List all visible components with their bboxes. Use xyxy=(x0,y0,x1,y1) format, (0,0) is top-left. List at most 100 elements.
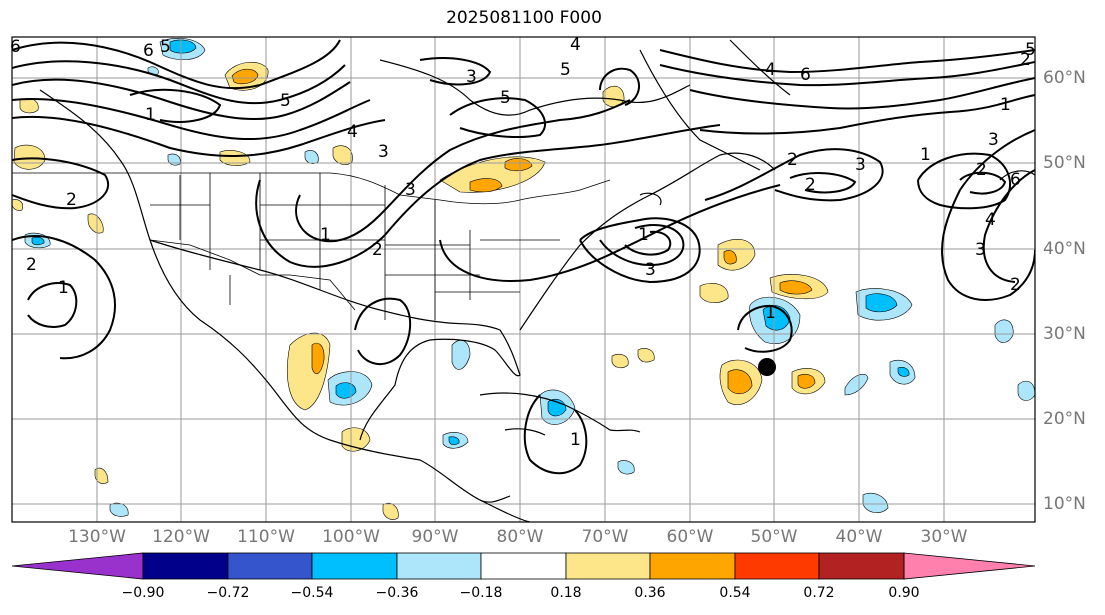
negative-anomaly xyxy=(1017,380,1035,401)
anomaly-shading xyxy=(12,37,1035,520)
map-frame xyxy=(11,36,1036,523)
positive-anomaly xyxy=(311,342,325,375)
map-title: 2025081100 F000 xyxy=(446,8,602,28)
negative-anomaly xyxy=(167,153,181,166)
colorbar-tick-label: 0.54 xyxy=(719,585,751,601)
longitude-label: 110°W xyxy=(237,527,295,547)
contour-label: 5 xyxy=(280,91,291,111)
contour-label: 6 xyxy=(1010,170,1021,190)
contour-label: 1 xyxy=(58,278,69,298)
positive-anomaly xyxy=(779,280,813,295)
negative-anomaly xyxy=(304,150,319,164)
colorbar-tick-label: 0.36 xyxy=(634,585,666,601)
contour-label: 3 xyxy=(975,240,986,260)
contour-label: 4 xyxy=(570,35,581,55)
positive-anomaly xyxy=(727,369,753,395)
longitude-label: 70°W xyxy=(581,527,629,547)
contour-label: 3 xyxy=(378,142,389,162)
positive-anomaly xyxy=(469,178,503,193)
latitude-label: 10°N xyxy=(1043,494,1086,514)
colorbar-bin xyxy=(818,552,905,580)
contour-label: 6 xyxy=(10,37,21,57)
negative-anomaly xyxy=(994,319,1014,343)
contour-label: 3 xyxy=(855,155,866,175)
colorbar-bin xyxy=(734,552,820,580)
contour-label: 2 xyxy=(372,240,383,260)
negative-anomaly xyxy=(865,293,898,313)
contour-label: 4 xyxy=(985,210,996,230)
contour-label: 2 xyxy=(26,255,37,275)
latitude-label: 20°N xyxy=(1043,409,1086,429)
colorbar-bin xyxy=(142,552,229,580)
contour-label: 3 xyxy=(466,67,477,87)
coastlines xyxy=(39,39,1035,522)
contour-label: 4 xyxy=(765,60,776,80)
positive-anomaly xyxy=(699,283,729,303)
colorbar-tick-label: 0.90 xyxy=(888,585,920,601)
contour-label: 4 xyxy=(347,122,358,142)
positive-anomaly xyxy=(19,98,39,114)
colorbar-tick-label: −0.18 xyxy=(459,585,503,601)
latitude-label: 30°N xyxy=(1043,324,1086,344)
longitude-label: 90°W xyxy=(411,527,459,547)
negative-anomaly xyxy=(844,373,869,396)
positive-anomaly xyxy=(717,238,756,271)
negative-anomaly xyxy=(617,460,635,475)
contour-label: 1 xyxy=(145,105,156,125)
negative-anomaly xyxy=(451,339,471,370)
positive-anomaly xyxy=(611,354,629,369)
positive-anomaly xyxy=(382,502,399,520)
contour-label: 2 xyxy=(1010,275,1021,295)
contour-label: 3 xyxy=(988,130,999,150)
latitude-label: 50°N xyxy=(1043,153,1086,173)
contour-label-group: 6 5 4 3 2 1 6 5 3 2 1 5 4 3 2 1 2 3 4 5 … xyxy=(10,35,1036,450)
longitude-label: 100°W xyxy=(322,527,380,547)
positive-anomaly xyxy=(723,250,737,265)
contour-label: 1 xyxy=(570,430,581,450)
contour-label: 2 xyxy=(66,190,77,210)
negative-anomaly xyxy=(169,39,197,54)
colorbar-bin xyxy=(396,552,482,580)
contour-label: 2 xyxy=(805,175,816,195)
positive-anomaly xyxy=(332,145,353,165)
contour-label: 3 xyxy=(645,260,656,280)
positive-anomaly xyxy=(504,158,533,172)
positive-anomaly xyxy=(637,348,655,363)
negative-anomaly xyxy=(862,492,889,513)
contour-label: 1 xyxy=(920,145,931,165)
positive-anomaly xyxy=(602,85,625,108)
latitude-label: 40°N xyxy=(1043,239,1086,259)
contour-label: 1 xyxy=(320,225,331,245)
colorbar-bin xyxy=(480,552,567,580)
positive-anomaly xyxy=(797,373,816,389)
contour-label: 2 xyxy=(976,160,987,180)
longitude-label: 80°W xyxy=(496,527,544,547)
contour-label: 2 xyxy=(787,150,798,170)
colorbar-bin xyxy=(565,552,651,580)
colorbar-bin xyxy=(311,552,398,580)
colorbar-tick-label: −0.90 xyxy=(121,585,165,601)
contour-label: 5 xyxy=(160,37,171,57)
colorbar-extend-max xyxy=(903,552,1036,580)
height-contours xyxy=(12,39,1035,475)
positive-anomaly xyxy=(12,199,23,211)
contour-label: 5 xyxy=(1025,40,1036,60)
contour-label: 3 xyxy=(405,180,416,200)
contour-label: 6 xyxy=(143,41,154,61)
colorbar xyxy=(11,552,1036,580)
contour-label: 1 xyxy=(1000,95,1011,115)
colorbar-tick-label: 0.18 xyxy=(550,585,582,601)
longitude-label: 30°W xyxy=(920,527,968,547)
contour-label: 1 xyxy=(638,225,649,245)
positive-anomaly xyxy=(94,467,109,484)
positive-anomaly xyxy=(287,332,331,411)
negative-anomaly xyxy=(109,502,129,517)
contour-label: 2 xyxy=(1020,50,1031,70)
positive-anomaly xyxy=(231,68,259,85)
contour-label: 1 xyxy=(765,303,776,323)
positive-anomaly xyxy=(13,144,46,170)
colorbar-extend-min xyxy=(11,552,144,580)
contour-label: 5 xyxy=(560,60,571,80)
longitude-label: 40°W xyxy=(835,527,883,547)
contour-label: 6 xyxy=(800,65,811,85)
